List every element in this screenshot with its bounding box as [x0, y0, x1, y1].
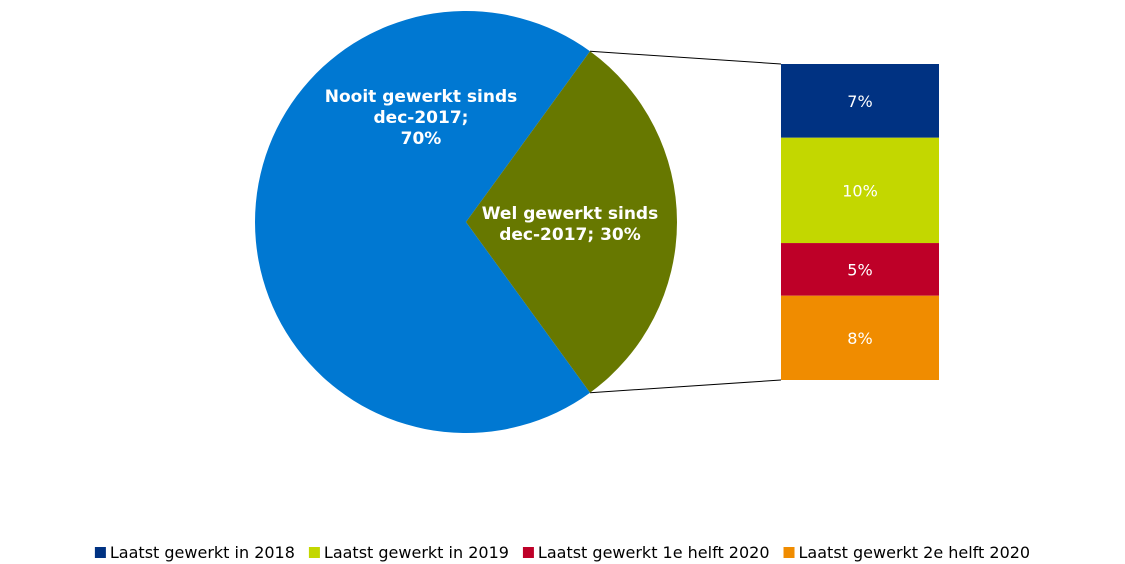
legend-item-1: Laatst gewerkt in 2018: [94, 543, 295, 562]
pie-slice-nooit-gewerkt: [255, 11, 591, 434]
legend-item-3: Laatst gewerkt 1e helft 2020: [522, 543, 770, 562]
legend-item-4: Laatst gewerkt 2e helft 2020: [783, 543, 1031, 562]
pie-label-nooit-gewerkt: Nooit gewerkt sinds dec-2017; 70%: [325, 87, 517, 149]
connector-line-top: [589, 50, 782, 65]
bar-segment-label-1: 7%: [847, 92, 872, 111]
bar-segment-label-4: 8%: [847, 329, 872, 348]
pie-label-wel-gewerkt: Wel gewerkt sinds dec-2017; 30%: [482, 204, 658, 245]
legend-swatch: [783, 547, 795, 558]
legend-label: Laatst gewerkt in 2018: [110, 543, 295, 562]
legend-label: Laatst gewerkt 1e helft 2020: [538, 543, 770, 562]
bar-segment-2: [781, 137, 939, 244]
bar-segment-1: [781, 64, 939, 138]
connector-lines: [589, 50, 782, 394]
legend: Laatst gewerkt in 2018 Laatst gewerkt in …: [94, 543, 1031, 562]
bar-segment-label-3: 5%: [847, 260, 872, 279]
pie: Nooit gewerkt sinds dec-2017; 70% Wel gewer…: [255, 11, 678, 434]
bar-segment-4: [781, 295, 939, 380]
legend-label: Laatst gewerkt in 2019: [324, 543, 509, 562]
legend-label: Laatst gewerkt 2e helft 2020: [799, 543, 1031, 562]
bar-segment-3: [781, 243, 939, 296]
stacked-bar: 7% 10% 5% 8%: [781, 64, 939, 380]
bar-segment-label-2: 10%: [842, 181, 878, 200]
pie-slice-wel-gewerkt: [466, 51, 678, 393]
legend-swatch: [94, 547, 106, 558]
legend-swatch: [522, 547, 534, 558]
legend-item-2: Laatst gewerkt in 2019: [308, 543, 509, 562]
legend-swatch: [308, 547, 320, 558]
connector-line-bottom: [589, 379, 782, 394]
